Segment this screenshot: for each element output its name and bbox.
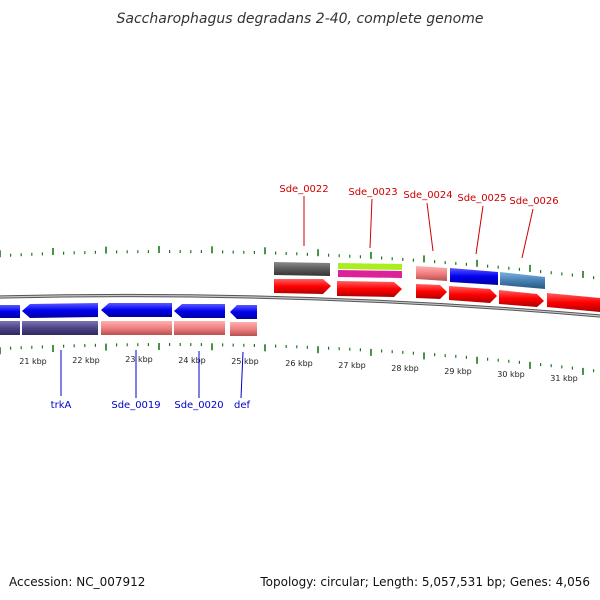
cog-box-sde-0026 [500,272,545,289]
gene-label-trka[interactable]: trkA [51,400,72,411]
axis-label: 29 kbp [444,367,472,376]
axis-label: 22 kbp [72,356,100,365]
axis-label: 31 kbp [550,374,578,383]
axis-label: 21 kbp [19,357,47,366]
map-title: Saccharophagus degradans 2-40, complete … [117,11,484,27]
genome-backbone [0,293,600,318]
forward-gene-labels: Sde_0022 Sde_0023 Sde_0024 Sde_0025 Sde_… [279,184,559,259]
gene-label-sde-0024[interactable]: Sde_0024 [403,190,452,201]
axis-label: 27 kbp [338,361,366,370]
cds-arrow-sde-0020 [174,304,225,318]
genome-summary-text: Topology: circular; Length: 5,057,531 bp… [259,575,590,589]
cds-arrow-sde-0019 [101,303,172,317]
cog-box-sde-0019 [101,321,172,335]
gene-label-sde-0019[interactable]: Sde_0019 [111,400,160,411]
gene-label-sde-0023[interactable]: Sde_0023 [348,187,397,198]
axis-label: 30 kbp [497,370,525,379]
cds-arrow-sde-0022 [274,279,331,294]
reverse-cds-track [0,303,257,319]
bottom-tick-marks [0,343,595,375]
cds-arrow-sde-0025 [449,286,497,303]
axis-label: 24 kbp [178,356,206,365]
cds-arrow-sde-0026 [499,290,544,307]
cds-arrow-sde-0024 [416,284,447,299]
gene-label-sde-0026[interactable]: Sde_0026 [509,196,558,207]
gene-label-sde-0022[interactable]: Sde_0022 [279,184,328,195]
axis-label: 28 kbp [391,364,419,373]
cog-box-trka [22,321,98,335]
cog-box-def [230,322,257,336]
cds-arrow-trka-left [0,305,20,318]
cog-box-sde-0025 [450,268,498,285]
reverse-gene-labels: trkA Sde_0019 Sde_0020 def [51,350,251,411]
accession-text: Accession: NC_007912 [9,575,145,589]
axis-label: 26 kbp [285,359,313,368]
cds-arrow-sde-0023 [337,281,402,297]
top-tick-marks [0,246,595,280]
gene-label-sde-0020[interactable]: Sde_0020 [174,400,223,411]
forward-cds-track [274,279,600,312]
forward-cog-track [274,262,545,289]
cog-box-sde-0020 [174,321,225,335]
gene-label-def[interactable]: def [234,400,251,411]
gene-label-sde-0025[interactable]: Sde_0025 [457,193,506,204]
cds-arrow-partial [547,293,600,312]
reverse-cog-track [0,321,257,336]
cds-arrow-def [230,305,257,319]
axis-label: 25 kbp [231,357,259,366]
cds-arrow-trka [22,303,98,318]
axis-labels: 21 kbp 22 kbp 23 kbp 24 kbp 25 kbp 26 kb… [19,355,578,383]
axis-label: 23 kbp [125,355,153,364]
cog-box-sde-0023-a [338,263,402,270]
cog-box-sde-0024 [416,266,447,281]
cog-box-sde-0023-b [338,270,402,278]
cog-box-sde-0022 [274,262,330,276]
cog-box-left [0,321,20,335]
